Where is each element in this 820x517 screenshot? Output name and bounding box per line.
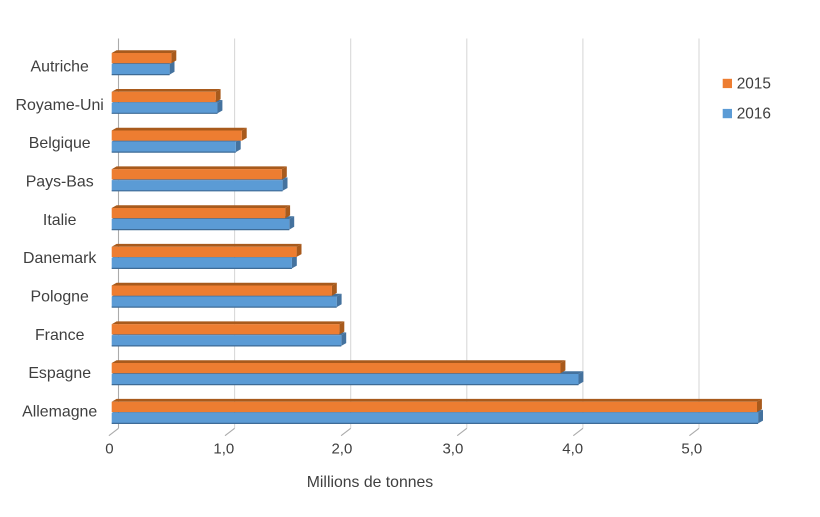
svg-text:Italie: Italie: [43, 212, 77, 229]
svg-text:2016: 2016: [737, 106, 771, 123]
svg-text:Allemagne: Allemagne: [22, 404, 97, 421]
svg-text:Danemark: Danemark: [23, 250, 96, 267]
svg-text:Espagne: Espagne: [28, 365, 91, 382]
svg-text:2,0: 2,0: [331, 440, 352, 457]
svg-text:Autriche: Autriche: [31, 59, 89, 76]
svg-text:0: 0: [105, 440, 113, 457]
svg-text:5,0: 5,0: [681, 440, 702, 457]
svg-text:Pologne: Pologne: [31, 289, 89, 306]
svg-text:France: France: [35, 327, 85, 344]
svg-text:Millions de tonnes: Millions de tonnes: [307, 474, 434, 491]
svg-text:4,0: 4,0: [562, 440, 583, 457]
svg-text:Belgique: Belgique: [29, 135, 91, 152]
svg-text:2015: 2015: [737, 75, 771, 92]
svg-text:Royame-Uni: Royame-Uni: [16, 97, 104, 114]
svg-text:3,0: 3,0: [442, 440, 463, 457]
svg-text:Pays-Bas: Pays-Bas: [26, 174, 94, 191]
svg-text:1,0: 1,0: [213, 440, 234, 457]
